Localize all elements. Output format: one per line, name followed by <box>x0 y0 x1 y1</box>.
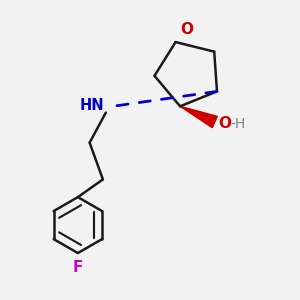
Polygon shape <box>180 106 217 128</box>
Text: O: O <box>180 22 193 37</box>
Text: -H: -H <box>230 117 245 131</box>
Text: HN: HN <box>80 98 104 113</box>
Text: O: O <box>218 116 231 131</box>
Text: F: F <box>73 260 83 274</box>
